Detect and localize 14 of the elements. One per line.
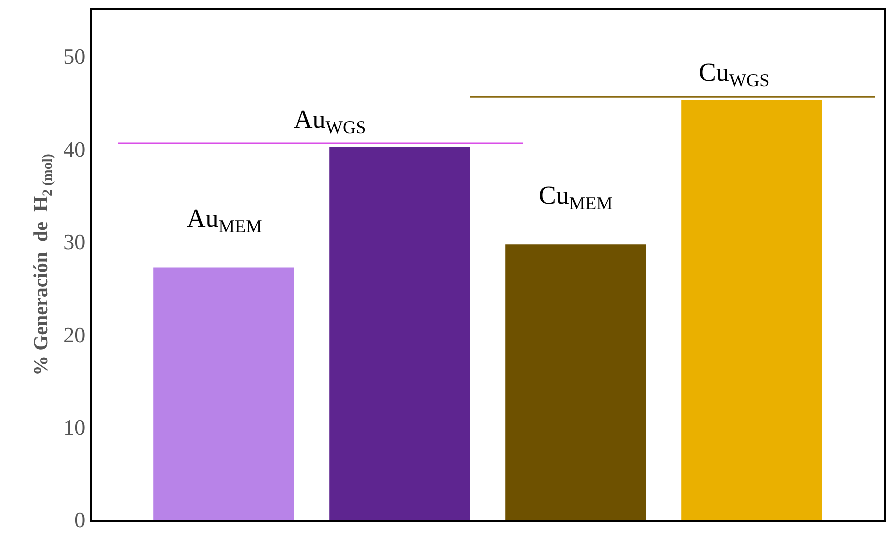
y-tick-label: 20 [64, 322, 86, 348]
annotation: Au$_{MEM}$ [187, 204, 262, 236]
y-tick-label: 10 [64, 414, 86, 440]
annotation: Cu$_{WGS}$ [699, 58, 770, 90]
bar [506, 244, 646, 520]
y-tick-label: 40 [64, 136, 86, 162]
y-tick-label: 50 [64, 44, 86, 70]
bar [154, 268, 294, 520]
bar [682, 100, 822, 520]
annotation: Cu$_{MEM}$ [539, 181, 613, 214]
y-tick-label: 0 [74, 508, 86, 533]
bar [330, 147, 470, 520]
y-tick-label: 30 [64, 230, 86, 255]
annotation: Au$_{WGS}$ [294, 105, 366, 138]
